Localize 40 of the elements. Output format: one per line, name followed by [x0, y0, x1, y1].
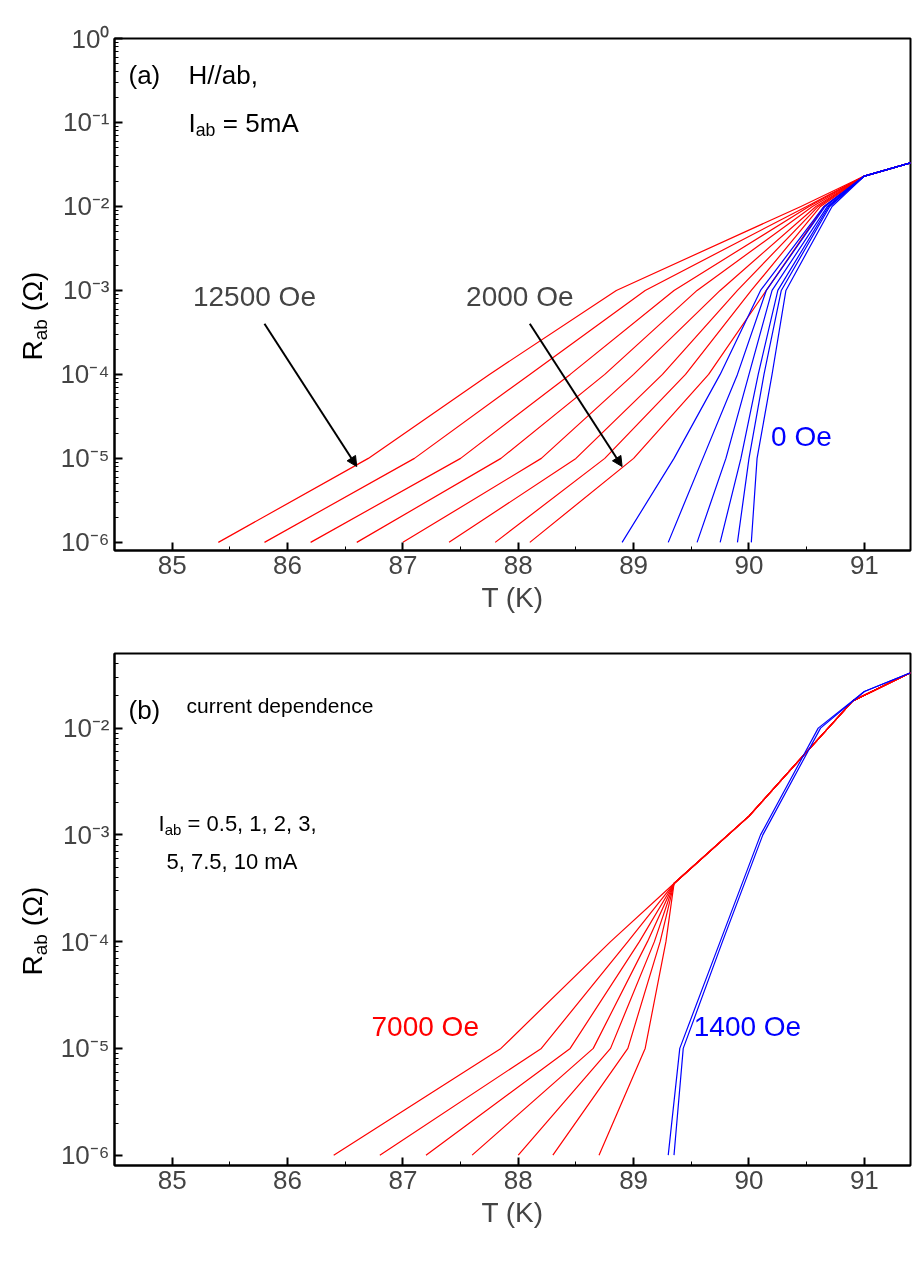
x-tick-label: 87 — [388, 1164, 418, 1195]
y-tick-label: 10⁻⁵ — [60, 1033, 110, 1064]
x-tick-label: 86 — [273, 1164, 303, 1195]
y-tick-label: 10⁻³ — [62, 819, 110, 850]
y-tick-label: 10⁻² — [62, 713, 110, 744]
x-tick-label: 91 — [849, 549, 879, 580]
y-tick-label: 10⁻² — [62, 191, 110, 222]
y-axis-title: Rab (Ω) — [17, 886, 52, 976]
x-tick-label: 89 — [619, 549, 649, 580]
x-tick-label: 90 — [734, 549, 764, 580]
x-tick-label: 89 — [619, 1164, 649, 1195]
y-tick-label: 10⁻³ — [62, 275, 110, 306]
x-tick-label: 88 — [503, 549, 533, 580]
x-tick-label: 90 — [734, 1164, 764, 1195]
y-tick-label: 10⁻⁵ — [60, 443, 110, 474]
annotation: 2000 Oe — [466, 280, 574, 312]
x-tick-label: 86 — [273, 549, 303, 580]
x-tick-label: 91 — [849, 1164, 879, 1195]
x-tick-label: 85 — [157, 549, 187, 580]
annotation: 5, 7.5, 10 mA — [166, 849, 298, 874]
annotation: 12500 Oe — [192, 280, 316, 312]
y-tick-label: 10⁰ — [71, 23, 110, 54]
annotation: current dependence — [186, 694, 374, 717]
x-tick-label: 87 — [388, 549, 418, 580]
annotation: H//ab, — [188, 59, 258, 90]
series-label: 0 Oe — [771, 421, 832, 453]
y-axis-title: Rab (Ω) — [17, 271, 52, 361]
y-tick-label: 10⁻⁴ — [60, 926, 110, 957]
y-tick-label: 10⁻⁶ — [60, 527, 110, 558]
series-label: 7000 Oe — [371, 1011, 479, 1043]
x-tick-label: 88 — [503, 1164, 533, 1195]
x-axis-title: T (K) — [481, 1196, 544, 1228]
y-tick-label: 10⁻⁶ — [60, 1140, 110, 1171]
annotation: (b) — [128, 694, 161, 725]
y-tick-label: 10⁻¹ — [62, 107, 110, 138]
series-label: 1400 Oe — [693, 1011, 802, 1043]
x-tick-label: 85 — [157, 1164, 187, 1195]
x-axis-title: T (K) — [481, 581, 544, 613]
y-tick-label: 10⁻⁴ — [60, 359, 110, 390]
annotation: (a) — [128, 59, 161, 90]
